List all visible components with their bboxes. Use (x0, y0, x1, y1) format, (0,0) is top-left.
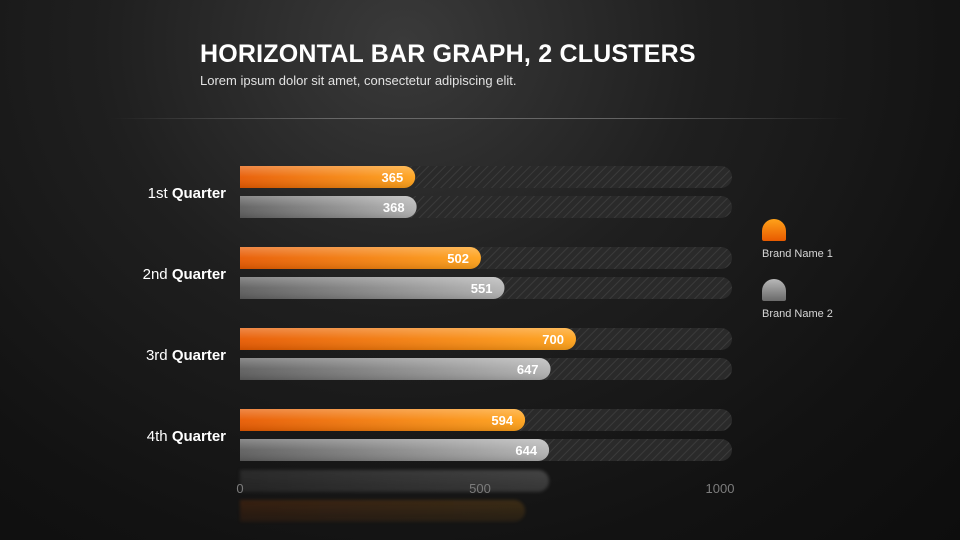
bar-shine (240, 277, 505, 299)
chart-title: HORIZONTAL BAR GRAPH, 2 CLUSTERS (200, 40, 696, 68)
legend-label-brand-1: Brand Name 1 (762, 248, 833, 260)
legend-item-brand-2: Brand Name 2 (762, 279, 882, 320)
category-label: 4th Quarter (147, 428, 226, 445)
bar-value-label: 368 (383, 200, 405, 215)
bar-shine (240, 358, 551, 380)
bar-reflection (240, 500, 526, 522)
category-label: 3rd Quarter (146, 347, 226, 364)
chart-subtitle: Lorem ipsum dolor sit amet, consectetur … (200, 73, 517, 88)
bar-value-label: 594 (491, 413, 513, 428)
bar-reflection-group (240, 470, 550, 522)
bar-value-label: 551 (471, 281, 493, 296)
bar-value-label: 700 (542, 332, 564, 347)
header-divider (110, 118, 850, 119)
x-tick-label: 1000 (706, 481, 735, 496)
bar-value-label: 502 (447, 251, 469, 266)
bar-shine (240, 196, 417, 218)
x-tick-label: 500 (469, 481, 491, 496)
legend-swatch-brand-1 (762, 219, 786, 241)
category-label: 1st Quarter (148, 185, 227, 202)
bar-shine (240, 328, 576, 350)
legend-label-brand-2: Brand Name 2 (762, 308, 833, 320)
bar-shine (240, 439, 550, 461)
bar-shine (240, 166, 416, 188)
legend-swatch-brand-2 (762, 279, 786, 301)
bar-value-label: 644 (515, 443, 537, 458)
bar-shine (240, 247, 481, 269)
bar-value-label: 365 (381, 170, 403, 185)
bar-value-label: 647 (517, 362, 539, 377)
x-tick-label: 0 (236, 481, 243, 496)
category-label: 2nd Quarter (143, 266, 227, 283)
bar-reflection (240, 470, 550, 492)
bar-shine (240, 409, 526, 431)
legend-item-brand-1: Brand Name 1 (762, 219, 882, 260)
